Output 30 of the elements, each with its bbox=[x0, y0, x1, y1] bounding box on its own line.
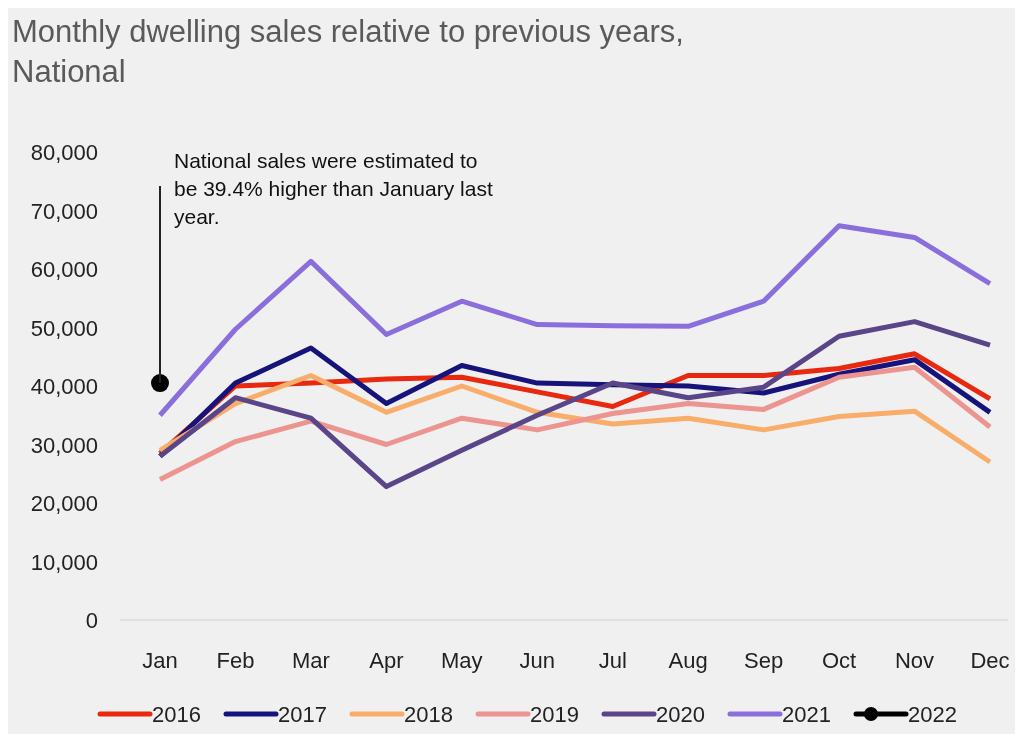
x-tick-label: Oct bbox=[821, 648, 857, 673]
legend-label: 2019 bbox=[530, 702, 579, 727]
legend-label: 2017 bbox=[278, 702, 327, 727]
y-tick-label: 80,000 bbox=[30, 140, 98, 165]
x-tick-label: Feb bbox=[216, 648, 255, 673]
y-tick-label: 20,000 bbox=[30, 491, 98, 516]
legend-label: 2021 bbox=[782, 702, 831, 727]
annotation: National sales were estimated to be 39.4% higher than January last year. bbox=[174, 149, 493, 228]
x-tick-label: Sep bbox=[744, 648, 784, 673]
x-tick-label: Dec bbox=[970, 648, 1010, 673]
legend-label: 2018 bbox=[404, 702, 453, 727]
y-tick-label: 0 bbox=[85, 608, 98, 633]
x-tick-label: Aug bbox=[668, 648, 708, 673]
x-tick-label: Jun bbox=[519, 648, 556, 673]
y-tick-label: 30,000 bbox=[30, 432, 98, 458]
legend-label: 2016 bbox=[152, 702, 201, 727]
x-tick-label: May bbox=[441, 648, 483, 673]
x-tick-label: Jan bbox=[142, 648, 178, 673]
y-tick-label: 50,000 bbox=[30, 315, 98, 341]
x-tick-label: Nov bbox=[894, 648, 935, 673]
legend-label: 2022 bbox=[908, 702, 957, 727]
y-tick-label: 60,000 bbox=[30, 257, 98, 282]
y-tick-label: 10,000 bbox=[30, 549, 98, 575]
x-tick-label: Jul bbox=[598, 648, 627, 673]
legend-label: 2020 bbox=[656, 702, 705, 727]
x-tick-label: Mar bbox=[291, 648, 330, 673]
x-tick-label: Apr bbox=[369, 648, 404, 673]
y-tick-label: 70,000 bbox=[30, 198, 98, 224]
y-tick-label: 40,000 bbox=[30, 374, 98, 399]
chart-title: Monthly dwelling sales relative to previous years, National bbox=[12, 14, 684, 89]
